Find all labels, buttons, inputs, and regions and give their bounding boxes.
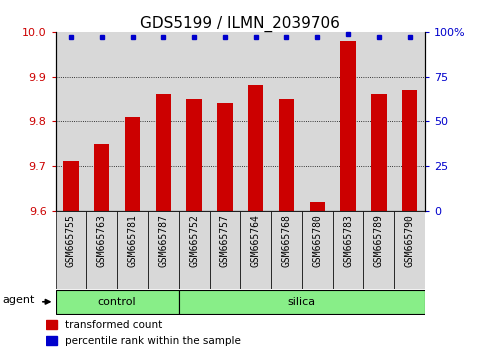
Bar	[402, 90, 417, 211]
Text: GSM665787: GSM665787	[158, 215, 168, 267]
Bar	[46, 320, 57, 329]
Text: control: control	[98, 297, 136, 307]
Text: transformed count: transformed count	[65, 320, 162, 330]
Bar	[279, 99, 294, 211]
FancyBboxPatch shape	[271, 211, 302, 289]
Text: GSM665768: GSM665768	[282, 215, 291, 267]
Text: agent: agent	[3, 296, 35, 306]
FancyBboxPatch shape	[86, 211, 117, 289]
FancyBboxPatch shape	[148, 211, 179, 289]
FancyBboxPatch shape	[179, 290, 425, 314]
Bar	[125, 117, 140, 211]
FancyBboxPatch shape	[302, 211, 333, 289]
Text: GSM665763: GSM665763	[97, 215, 107, 267]
Bar	[248, 85, 263, 211]
Text: GSM665789: GSM665789	[374, 215, 384, 267]
Bar	[217, 103, 233, 211]
FancyBboxPatch shape	[179, 211, 210, 289]
Text: GSM665757: GSM665757	[220, 215, 230, 267]
Text: percentile rank within the sample: percentile rank within the sample	[65, 336, 241, 346]
Bar	[341, 41, 356, 211]
FancyBboxPatch shape	[117, 211, 148, 289]
Text: GSM665781: GSM665781	[128, 215, 138, 267]
Text: GSM665790: GSM665790	[405, 215, 414, 267]
Text: GSM665752: GSM665752	[189, 215, 199, 267]
Bar	[310, 202, 325, 211]
Text: GSM665780: GSM665780	[313, 215, 322, 267]
Bar	[371, 95, 386, 211]
Text: GSM665783: GSM665783	[343, 215, 353, 267]
Bar	[63, 161, 79, 211]
FancyBboxPatch shape	[56, 211, 86, 289]
FancyBboxPatch shape	[364, 211, 394, 289]
Text: silica: silica	[288, 297, 316, 307]
FancyBboxPatch shape	[210, 211, 240, 289]
Bar	[186, 99, 202, 211]
FancyBboxPatch shape	[333, 211, 364, 289]
Title: GDS5199 / ILMN_2039706: GDS5199 / ILMN_2039706	[141, 16, 340, 32]
Bar	[156, 95, 171, 211]
Text: GSM665764: GSM665764	[251, 215, 261, 267]
Bar	[94, 144, 110, 211]
Bar	[46, 336, 57, 345]
FancyBboxPatch shape	[56, 290, 179, 314]
Text: GSM665755: GSM665755	[66, 215, 76, 267]
FancyBboxPatch shape	[394, 211, 425, 289]
FancyBboxPatch shape	[240, 211, 271, 289]
